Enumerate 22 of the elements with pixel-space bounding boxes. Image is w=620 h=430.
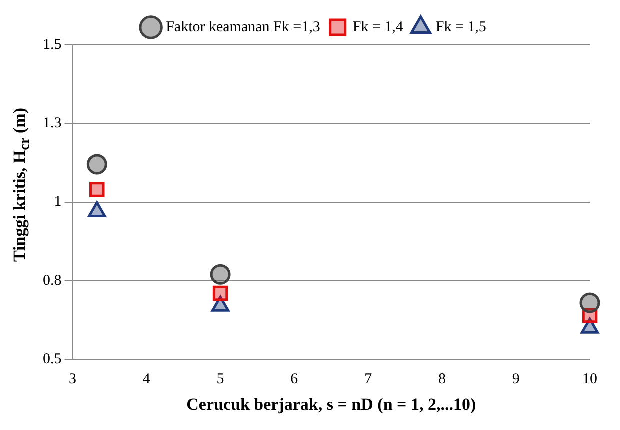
x-tick-label: 10 (582, 372, 598, 388)
y-tick-label: 1.5 (43, 36, 62, 53)
legend-label: Faktor keamanan Fk =1,3 (166, 19, 320, 36)
x-tick-label: 8 (438, 372, 446, 388)
point (580, 292, 600, 314)
x-tick-label: 5 (216, 372, 224, 388)
x-tick-label: 6 (290, 372, 299, 388)
point (212, 286, 228, 302)
x-tick-label: 4 (142, 372, 151, 388)
y-tick-label: 0.5 (43, 352, 62, 368)
y-tick-label: 1.3 (43, 116, 62, 132)
x-tick-label: 7 (364, 372, 373, 388)
x-tick-label: 9 (512, 372, 520, 388)
point (210, 264, 231, 285)
x-tick-label: 3 (69, 372, 76, 388)
legend-label: Fk = 1,4 (352, 19, 404, 36)
point (86, 154, 108, 175)
y-tick-label: 0.8 (43, 272, 62, 289)
y-tick-label: 1 (54, 194, 62, 210)
legend-label: Fk = 1,5 (436, 19, 486, 36)
x-axis-title: Cerucuk berjarak, s = nD (n = 1, 2,...10) (186, 395, 476, 414)
point (90, 182, 105, 198)
